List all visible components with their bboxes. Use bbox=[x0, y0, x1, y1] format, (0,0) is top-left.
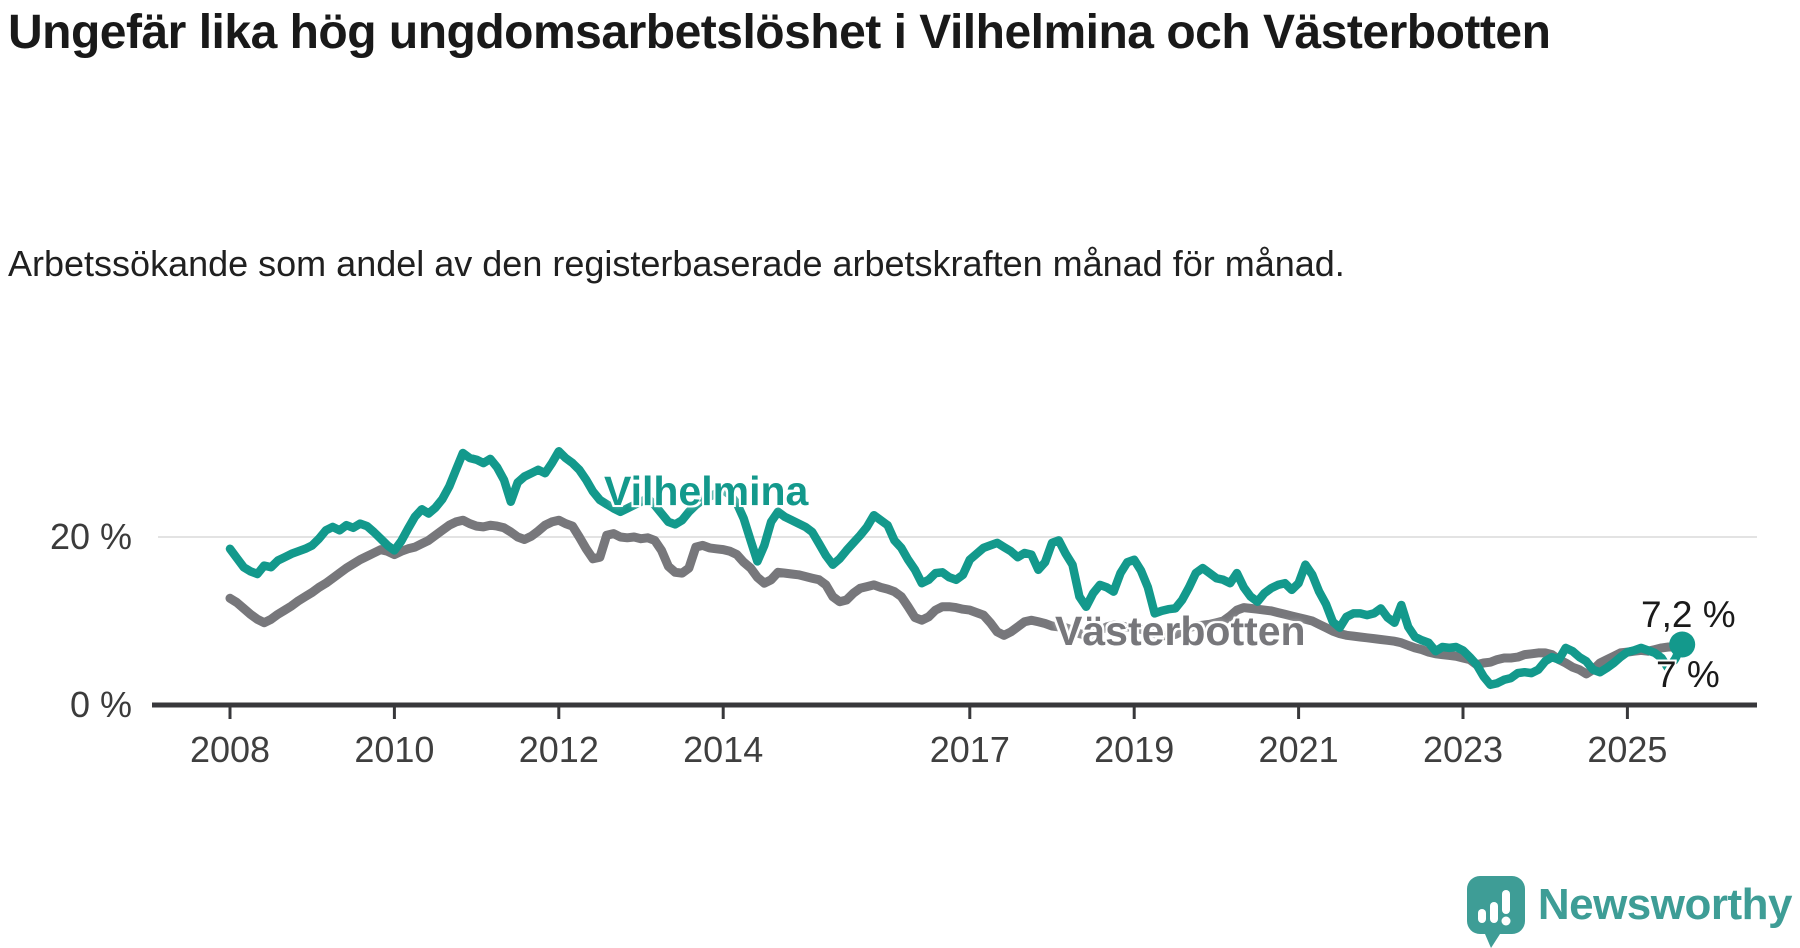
newsworthy-logo-icon bbox=[1466, 876, 1525, 948]
x-tick-label: 2021 bbox=[1259, 729, 1339, 770]
newsworthy-logo: Newsworthy bbox=[1466, 876, 1793, 948]
end-value-label-vilhelmina: 7,2 % bbox=[1641, 594, 1736, 635]
x-tick-label: 2012 bbox=[519, 729, 599, 770]
series-line-västerbotten bbox=[225, 515, 1687, 679]
logo-exclamation-bar bbox=[1501, 890, 1510, 914]
newsworthy-logo-text: Newsworthy bbox=[1537, 880, 1793, 929]
chart-subtitle: Arbetssökande som andel av den registerb… bbox=[8, 243, 1345, 284]
series-end-dot-vilhelmina bbox=[1669, 631, 1696, 658]
end-value-label-vasterbotten: 7 % bbox=[1656, 654, 1720, 695]
y-tick-label: 20 % bbox=[50, 516, 132, 557]
logo-bar-small bbox=[1477, 909, 1486, 923]
chart-title: Ungefär lika hög ungdomsarbetslöshet i V… bbox=[8, 6, 1551, 59]
series-line-vilhelmina bbox=[225, 447, 1687, 690]
x-tick-label: 2023 bbox=[1423, 729, 1503, 770]
y-tick-label: 0 % bbox=[70, 684, 132, 725]
logo-bar-tall bbox=[1489, 902, 1498, 923]
series-label-vasterbotten: Västerbotten bbox=[1055, 608, 1306, 654]
x-tick-label: 2008 bbox=[190, 729, 270, 770]
logo-exclamation-dot bbox=[1501, 916, 1511, 926]
x-tick-label: 2014 bbox=[683, 729, 763, 770]
series-label-vilhelmina: Vilhelmina bbox=[604, 468, 809, 514]
x-tick-label: 2025 bbox=[1587, 729, 1667, 770]
x-tick-label: 2010 bbox=[354, 729, 434, 770]
x-tick-label: 2019 bbox=[1094, 729, 1174, 770]
x-tick-label: 2017 bbox=[930, 729, 1010, 770]
